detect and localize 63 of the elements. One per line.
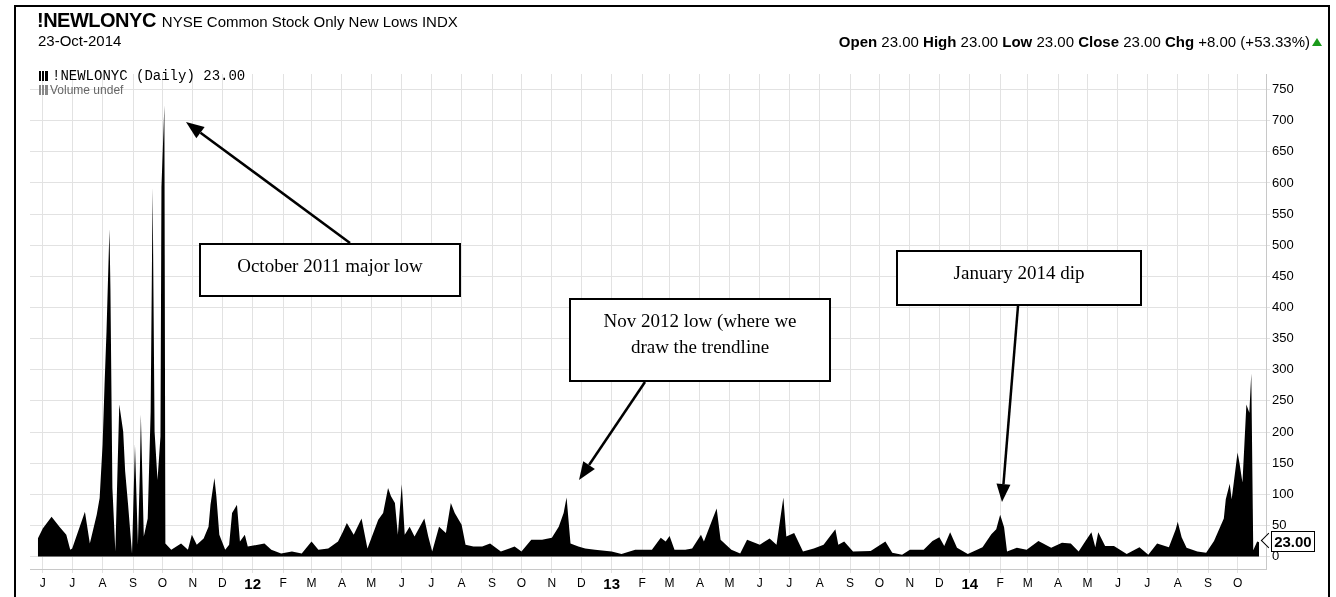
x-tick-label: S [128, 575, 138, 590]
x-tick-label: A [695, 575, 704, 590]
x-tick-label: J [39, 575, 46, 590]
x-tick-label: A [337, 575, 346, 590]
legend-label: !NEWLONYC (Daily) 23.00 [52, 68, 246, 84]
x-tick-label: F [996, 575, 1004, 590]
annotation: 23.00 [1271, 531, 1315, 553]
x-tick-label: J [398, 575, 405, 590]
x-tick-label: N [547, 575, 557, 590]
x-tick-label: J [786, 575, 793, 590]
y-tick-label: 500 [1272, 236, 1294, 252]
x-tick-label: M [664, 575, 675, 590]
chart-subtitle: NYSE Common Stock Only New Lows INDX [161, 13, 458, 30]
x-tick-label: D [935, 575, 945, 590]
x-tick-label: D [217, 575, 227, 590]
x-tick-label: M [724, 575, 735, 590]
x-tick-label: A [1054, 575, 1063, 590]
x-tick-label: S [1204, 575, 1213, 590]
x-tick-label: J [756, 575, 763, 590]
y-tick-label: 450 [1272, 267, 1294, 283]
text: Open 23.00 High 23.00 Low 23.00 Close 23.00 Chg +8.00 (+53.33%) [838, 33, 1310, 50]
y-tick-label: 100 [1272, 485, 1294, 501]
y-tick-label: 200 [1272, 423, 1294, 439]
y-tick-label: 50 [1272, 516, 1287, 532]
y-tick-label: 600 [1272, 174, 1294, 190]
text: 23-Oct-2014 [38, 32, 122, 49]
x-tick-label: A [457, 575, 466, 590]
x-tick-label: J [1114, 575, 1121, 590]
x-tick-label: J [69, 575, 76, 590]
x-tick-label: M [1082, 575, 1093, 590]
x-tick-label: 12 [244, 575, 262, 593]
x-tick-label: N [905, 575, 915, 590]
y-tick-label: 550 [1272, 205, 1294, 221]
x-tick-label: O [874, 575, 885, 590]
x-tick-label: N [188, 575, 198, 590]
annotation: Volume undef [50, 83, 124, 97]
x-tick-label: S [846, 575, 855, 590]
x-tick-label: 14 [961, 575, 979, 593]
x-tick-label: A [815, 575, 824, 590]
x-tick-label: M [366, 575, 377, 590]
x-tick-label: A [1173, 575, 1182, 590]
y-tick-label: 700 [1272, 112, 1294, 128]
x-tick-label: O [516, 575, 527, 590]
x-tick-label: F [279, 575, 287, 590]
x-tick-label: O [157, 575, 168, 590]
x-tick-label: A [98, 575, 107, 590]
y-tick-label: 250 [1272, 392, 1294, 408]
x-tick-label: J [428, 575, 435, 590]
chart-title: !NEWLONYC [37, 9, 156, 32]
x-tick-label: J [1144, 575, 1151, 590]
y-tick-label: 350 [1272, 330, 1294, 346]
y-tick-label: 300 [1272, 361, 1294, 377]
y-tick-label: 400 [1272, 299, 1294, 315]
y-tick-label: 150 [1272, 454, 1294, 470]
x-tick-label: M [306, 575, 317, 590]
y-tick-label: 650 [1272, 143, 1294, 159]
y-tick-label: 750 [1272, 81, 1294, 97]
x-tick-label: M [1022, 575, 1033, 590]
x-tick-label: 13 [603, 575, 621, 593]
x-tick-label: D [576, 575, 586, 590]
x-tick-label: O [1232, 575, 1243, 590]
x-tick-label: S [488, 575, 497, 590]
x-tick-label: F [638, 575, 646, 590]
